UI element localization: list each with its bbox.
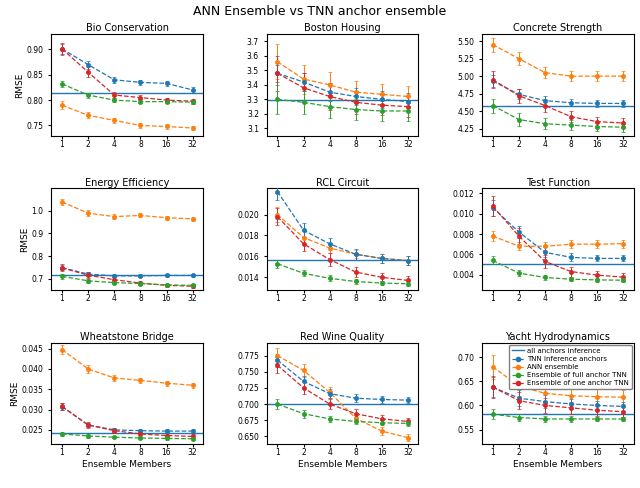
Title: RCL Circuit: RCL Circuit (316, 178, 369, 187)
Title: Wheatstone Bridge: Wheatstone Bridge (80, 332, 174, 342)
Title: Yacht Hydrodynamics: Yacht Hydrodynamics (506, 332, 610, 342)
Title: Concrete Strength: Concrete Strength (513, 23, 602, 33)
Title: Red Wine Quality: Red Wine Quality (300, 332, 385, 342)
X-axis label: Ensemble Members: Ensemble Members (298, 460, 387, 469)
Title: Test Function: Test Function (525, 178, 590, 187)
Title: Energy Efficiency: Energy Efficiency (85, 178, 169, 187)
Title: Bio Conservation: Bio Conservation (86, 23, 168, 33)
Title: Boston Housing: Boston Housing (304, 23, 381, 33)
Y-axis label: RMSE: RMSE (15, 72, 24, 98)
X-axis label: Ensemble Members: Ensemble Members (513, 460, 602, 469)
Text: ANN Ensemble vs TNN anchor ensemble: ANN Ensemble vs TNN anchor ensemble (193, 5, 447, 18)
X-axis label: Ensemble Members: Ensemble Members (83, 460, 172, 469)
Y-axis label: RMSE: RMSE (20, 226, 29, 252)
Legend: all anchors inference, TNN inference anchors, ANN ensemble, Ensemble of full anc: all anchors inference, TNN inference anc… (509, 345, 632, 389)
Y-axis label: RMSE: RMSE (10, 381, 19, 406)
